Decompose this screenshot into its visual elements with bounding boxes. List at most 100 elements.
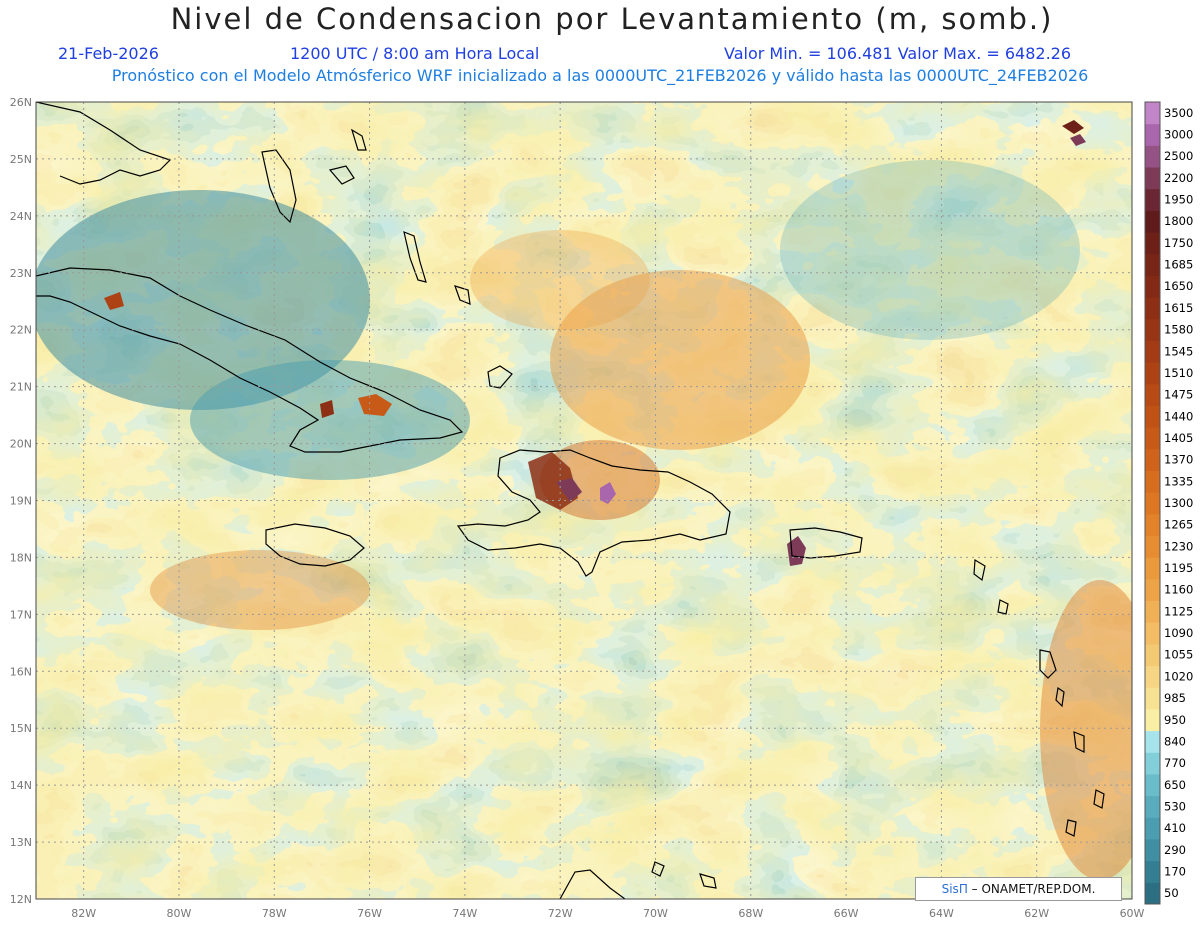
legend-label: 1475 <box>1164 388 1193 402</box>
legend-label: 1195 <box>1164 561 1193 575</box>
map-title: Nivel de Condensacion por Levantamiento … <box>170 2 1054 36</box>
sis-logo-text: SisΠ <box>941 882 968 896</box>
legend-swatch <box>1145 253 1160 276</box>
legend-label: 1055 <box>1164 648 1193 662</box>
lon-tick-labels: 82W 80W 78W 76W 74W 72W 70W 68W 66W 64W 62W 60W <box>71 907 1144 920</box>
legend-swatch <box>1145 513 1160 537</box>
legend-label: 3500 <box>1164 106 1193 120</box>
min-max-values: Valor Min. = 106.481 Valor Max. = 6482.2… <box>724 44 1072 63</box>
lon-tick-label: 72W <box>548 907 573 920</box>
legend-swatch <box>1145 145 1160 168</box>
legend-label: 530 <box>1164 799 1186 813</box>
guadeloupe-outline <box>1039 649 1057 679</box>
legend-swatch <box>1145 773 1160 797</box>
legend-label: 3000 <box>1164 128 1193 142</box>
legend-swatch <box>1145 492 1160 515</box>
legend-swatch <box>1145 470 1160 493</box>
legend-label: 1950 <box>1164 193 1193 207</box>
lon-tick-label: 62W <box>1024 907 1049 920</box>
legend-swatch <box>1145 123 1160 146</box>
lat-tick-labels: 12N 13N 14N 15N 16N 17N 18N 19N 20N 21N 22N 23N 24N 2… <box>10 96 32 906</box>
model-info: Pronóstico con el Modelo Atmósferico WRF… <box>111 66 1089 85</box>
legend-swatch <box>1145 535 1160 558</box>
legend-swatch <box>1145 665 1160 688</box>
legend-swatch <box>1145 795 1160 818</box>
legend-swatch <box>1145 687 1160 710</box>
legend-swatch <box>1145 405 1160 428</box>
legend-swatch <box>1145 600 1160 623</box>
org-name: – ONAMET/REP.DOM. <box>971 882 1096 896</box>
dominica-outline <box>1055 686 1065 708</box>
lon-tick-label: 70W <box>643 907 668 920</box>
lon-tick-label: 60W <box>1120 907 1145 920</box>
legend-label: 1800 <box>1164 214 1193 228</box>
legend-label: 1160 <box>1164 583 1193 597</box>
abaco-outline <box>350 128 367 151</box>
lat-tick-label: 13N <box>10 836 32 849</box>
legend-label: 840 <box>1164 734 1186 748</box>
legend-label: 985 <box>1164 691 1186 705</box>
map-frame <box>35 101 1133 900</box>
venezuela-coast <box>559 869 626 899</box>
legend-swatch <box>1145 708 1160 732</box>
legend-swatch <box>1145 232 1160 255</box>
legend-swatch <box>1145 752 1160 775</box>
legend-swatch <box>1145 167 1160 190</box>
lat-tick-label: 24N <box>10 210 32 223</box>
lat-tick-label: 25N <box>10 153 32 166</box>
lon-tick-label: 68W <box>738 907 763 920</box>
legend-label: 950 <box>1164 713 1186 727</box>
barbados-outline <box>1093 789 1105 809</box>
andros-outline <box>261 149 297 224</box>
lon-tick-label: 76W <box>357 907 382 920</box>
legend-swatch <box>1145 578 1160 602</box>
legend-label: 1615 <box>1164 301 1193 315</box>
legend-swatch <box>1145 448 1160 471</box>
legend-label: 650 <box>1164 778 1186 792</box>
legend-swatch <box>1145 318 1160 341</box>
legend-label: 1580 <box>1164 323 1193 337</box>
lat-tick-label: 14N <box>10 779 32 792</box>
legend-label: 770 <box>1164 756 1186 770</box>
legend-frame <box>1144 101 1161 905</box>
lon-tick-label: 80W <box>167 907 192 920</box>
legend-swatch <box>1145 817 1160 840</box>
legend-swatch <box>1145 275 1160 298</box>
legend-label: 1545 <box>1164 344 1193 358</box>
legend-swatch <box>1145 860 1160 883</box>
puerto-rico-outline <box>789 527 863 559</box>
legend-label: 1440 <box>1164 409 1193 423</box>
legend-label: 410 <box>1164 821 1186 835</box>
jamaica-outline <box>265 523 365 567</box>
lat-tick-label: 20N <box>10 438 32 451</box>
legend-swatch <box>1145 102 1160 125</box>
legend-swatch <box>1145 557 1160 580</box>
lon-tick-label: 74W <box>452 907 477 920</box>
legend-label: 170 <box>1164 864 1186 878</box>
hispaniola-outline <box>456 449 731 577</box>
great-inagua-outline <box>487 365 513 389</box>
map-panel: 82W 80W 78W 76W 74W 72W 70W 68W 66W 64W 62W 60W 12N… <box>0 92 1200 927</box>
legend-label: 1265 <box>1164 518 1193 532</box>
lon-tick-label: 78W <box>262 907 287 920</box>
legend-swatch <box>1145 730 1160 753</box>
inagua-outline <box>454 285 471 305</box>
legend-label: 1335 <box>1164 474 1193 488</box>
lat-tick-label: 16N <box>10 665 32 678</box>
map-canvas: 82W 80W 78W 76W 74W 72W 70W 68W 66W 64W 62W 60W 12N… <box>10 96 1194 920</box>
color-legend: 50 170 290 410 530 650 770 840 950 985 1020 1055 109… <box>1144 101 1193 905</box>
legend-label: 1510 <box>1164 366 1193 380</box>
legend-swatch <box>1145 622 1160 645</box>
long-island-outline <box>403 231 427 283</box>
lat-tick-label: 12N <box>10 893 32 906</box>
florida-outline <box>36 102 172 185</box>
lat-tick-label: 21N <box>10 381 32 394</box>
legend-swatch <box>1145 383 1160 406</box>
legend-swatch <box>1145 427 1160 450</box>
martinique-outline <box>1073 731 1085 753</box>
legend-label: 50 <box>1164 886 1179 900</box>
st-vincent-outline <box>1065 819 1077 837</box>
lat-tick-label: 23N <box>10 267 32 280</box>
lon-tick-label: 64W <box>929 907 954 920</box>
lat-tick-label: 22N <box>10 324 32 337</box>
